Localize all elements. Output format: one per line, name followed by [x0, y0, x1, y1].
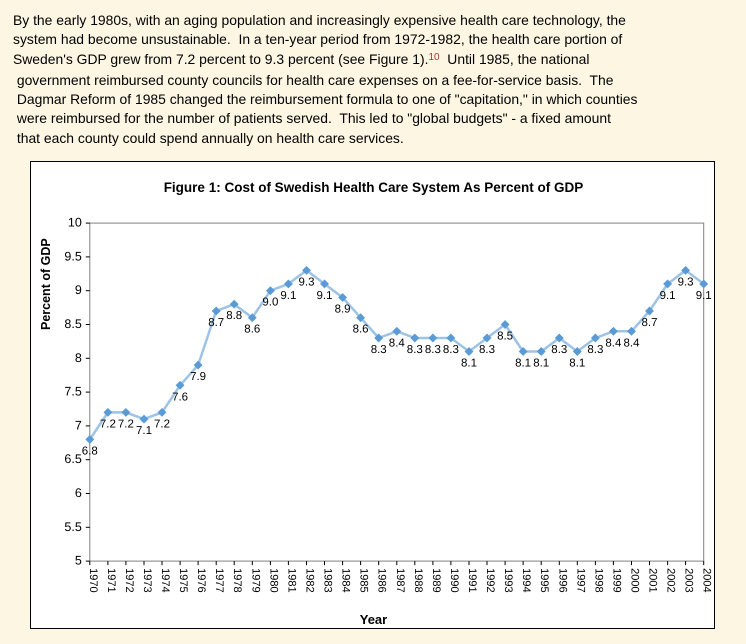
svg-text:8.3: 8.3: [407, 344, 423, 356]
svg-text:8.5: 8.5: [497, 331, 513, 343]
svg-text:8.7: 8.7: [208, 317, 224, 329]
svg-text:1970: 1970: [87, 568, 99, 592]
svg-text:7: 7: [75, 418, 82, 432]
svg-text:8.1: 8.1: [533, 358, 549, 370]
svg-text:1996: 1996: [556, 568, 568, 592]
svg-text:1995: 1995: [538, 568, 550, 592]
svg-text:8.4: 8.4: [389, 337, 406, 349]
svg-text:1990: 1990: [448, 568, 460, 592]
svg-text:8.3: 8.3: [587, 344, 603, 356]
svg-text:1992: 1992: [484, 568, 496, 592]
svg-text:8.3: 8.3: [425, 344, 441, 356]
svg-text:9.1: 9.1: [660, 290, 676, 302]
svg-text:9.3: 9.3: [299, 276, 315, 288]
svg-text:10: 10: [68, 216, 82, 230]
svg-text:1975: 1975: [177, 568, 189, 592]
svg-text:1994: 1994: [520, 568, 532, 592]
svg-text:2003: 2003: [683, 568, 695, 592]
svg-text:1984: 1984: [340, 568, 352, 592]
svg-text:1998: 1998: [592, 568, 604, 592]
svg-text:1980: 1980: [267, 568, 279, 592]
svg-text:1988: 1988: [412, 568, 424, 592]
svg-text:8.9: 8.9: [335, 304, 351, 316]
svg-text:6: 6: [75, 486, 82, 500]
svg-text:6.8: 6.8: [82, 445, 98, 457]
svg-text:2000: 2000: [629, 568, 641, 592]
svg-text:8.4: 8.4: [624, 337, 641, 349]
svg-text:8.6: 8.6: [353, 324, 369, 336]
svg-text:5: 5: [75, 554, 82, 568]
svg-text:9.5: 9.5: [64, 249, 81, 263]
svg-text:8.4: 8.4: [605, 337, 622, 349]
svg-text:1986: 1986: [376, 568, 388, 592]
svg-text:1993: 1993: [502, 568, 514, 592]
svg-text:8.5: 8.5: [64, 317, 81, 331]
svg-text:1983: 1983: [322, 568, 334, 592]
svg-text:8.1: 8.1: [515, 358, 531, 370]
svg-text:1991: 1991: [466, 568, 478, 592]
svg-text:8.8: 8.8: [226, 310, 242, 322]
svg-text:8.1: 8.1: [569, 358, 585, 370]
svg-text:1972: 1972: [123, 568, 135, 592]
svg-text:1973: 1973: [141, 568, 153, 592]
svg-text:7.2: 7.2: [100, 418, 116, 430]
svg-text:9.0: 9.0: [262, 297, 278, 309]
svg-text:8.3: 8.3: [443, 344, 459, 356]
svg-text:8.3: 8.3: [371, 344, 387, 356]
svg-text:1976: 1976: [195, 568, 207, 592]
svg-text:1977: 1977: [213, 568, 225, 592]
svg-text:8.7: 8.7: [642, 317, 658, 329]
svg-text:1971: 1971: [105, 568, 117, 592]
svg-text:7.6: 7.6: [172, 391, 188, 403]
svg-text:8.3: 8.3: [479, 344, 495, 356]
svg-text:1999: 1999: [610, 568, 622, 592]
svg-text:8.3: 8.3: [551, 344, 567, 356]
svg-text:2004: 2004: [701, 568, 713, 592]
svg-text:9.3: 9.3: [678, 276, 694, 288]
svg-text:7.2: 7.2: [154, 418, 170, 430]
svg-text:1987: 1987: [394, 568, 406, 592]
svg-text:1997: 1997: [574, 568, 586, 592]
svg-text:7.1: 7.1: [136, 425, 152, 437]
svg-text:2002: 2002: [665, 568, 677, 592]
svg-text:9.1: 9.1: [317, 290, 333, 302]
svg-text:9: 9: [75, 283, 82, 297]
svg-text:2001: 2001: [647, 568, 659, 592]
svg-text:1989: 1989: [430, 568, 442, 592]
svg-text:7.5: 7.5: [64, 385, 81, 399]
svg-text:1974: 1974: [159, 568, 171, 592]
svg-text:1978: 1978: [231, 568, 243, 592]
svg-text:1982: 1982: [304, 568, 316, 592]
svg-text:1985: 1985: [358, 568, 370, 592]
svg-text:1981: 1981: [285, 568, 297, 592]
svg-text:8.6: 8.6: [244, 324, 260, 336]
svg-text:8: 8: [75, 351, 82, 365]
svg-text:9.1: 9.1: [280, 290, 296, 302]
svg-text:6.5: 6.5: [64, 452, 81, 466]
svg-text:8.1: 8.1: [461, 358, 477, 370]
svg-text:1979: 1979: [249, 568, 261, 592]
svg-text:7.9: 7.9: [190, 371, 206, 383]
svg-text:5.5: 5.5: [64, 520, 81, 534]
svg-text:7.2: 7.2: [118, 418, 134, 430]
svg-text:9.1: 9.1: [696, 290, 712, 302]
